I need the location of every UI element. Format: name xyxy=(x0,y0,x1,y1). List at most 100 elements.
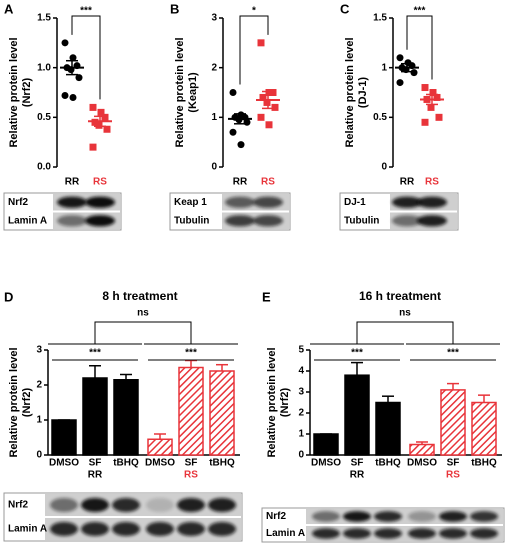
data-point xyxy=(410,69,418,77)
y-tick-label: 0 xyxy=(298,450,304,461)
comparison-bracket xyxy=(356,321,454,344)
blot-label: Keap 1 xyxy=(174,197,207,208)
panel-letter: B xyxy=(170,1,179,16)
bar xyxy=(313,433,339,456)
bar xyxy=(51,419,77,456)
blot-band xyxy=(208,498,236,512)
data-point xyxy=(237,141,245,149)
x-tick-label: SF xyxy=(351,458,364,469)
y-tick-label: 3 xyxy=(211,13,217,24)
y-axis-label: (Nrf2) xyxy=(21,78,33,108)
bar xyxy=(178,366,204,456)
significance-bracket xyxy=(239,15,269,85)
y-tick-label: 0.0 xyxy=(37,162,51,173)
blot-label: Lamin A xyxy=(8,524,47,535)
y-tick-label: 1.5 xyxy=(373,13,387,24)
y-tick-label: 1 xyxy=(211,112,217,123)
data-point xyxy=(263,98,271,106)
x-tick-label: RR xyxy=(233,177,248,188)
data-point xyxy=(243,118,251,126)
significance-label: *** xyxy=(447,348,459,359)
y-tick-label: 2 xyxy=(36,380,42,391)
comparison-label: ns xyxy=(399,308,411,319)
blot-band xyxy=(343,511,371,522)
chart-title: 8 h treatment xyxy=(102,289,177,303)
y-tick-label: 0.5 xyxy=(37,112,51,123)
blot-band xyxy=(177,498,205,512)
blot-band xyxy=(408,511,436,522)
blot-band xyxy=(85,196,115,208)
y-tick-label: 3 xyxy=(36,345,42,356)
blot-label: DJ-1 xyxy=(344,197,366,208)
data-point xyxy=(101,113,109,121)
blot-label: Tubulin xyxy=(344,215,379,226)
blot-label: Nrf2 xyxy=(8,197,28,208)
blot-band xyxy=(146,498,174,512)
blot-band xyxy=(439,511,467,522)
panel: A Relative protein level (Nrf2) 0.0 0.5 1.0 1.… xyxy=(3,1,122,231)
panel-letter: A xyxy=(4,1,14,16)
panel: C Relative protein level (DJ-1) 0 0.5 1 1.5 RR R… xyxy=(339,1,459,231)
blot-label: Tubulin xyxy=(174,215,209,226)
data-point xyxy=(421,118,429,126)
data-point xyxy=(229,89,237,96)
y-axis-label: Relative protein level xyxy=(8,37,20,147)
group-label: RR xyxy=(88,470,103,481)
group-label: RS xyxy=(184,470,198,481)
panel: E 16 h treatment Relative protein level (Nr… xyxy=(261,289,505,543)
x-tick-label: tBHQ xyxy=(209,458,235,469)
blot-band xyxy=(312,528,340,539)
y-axis-label: Relative protein level xyxy=(8,347,20,457)
x-tick-label: SF xyxy=(89,458,102,469)
y-axis-label: (Keap1) xyxy=(187,72,199,113)
bar xyxy=(471,401,497,456)
x-tick-label: tBHQ xyxy=(471,458,497,469)
blot-band xyxy=(417,215,447,227)
x-tick-label: DMSO xyxy=(145,458,175,469)
data-point xyxy=(433,93,441,101)
blot-band xyxy=(177,522,205,536)
blot-band xyxy=(408,528,436,539)
blot-band xyxy=(470,511,498,522)
y-tick-label: 1 xyxy=(36,415,42,426)
data-point xyxy=(271,103,279,111)
data-point xyxy=(427,103,435,111)
data-point xyxy=(61,39,69,47)
blot-label: Nrf2 xyxy=(266,511,286,522)
blot-band xyxy=(470,528,498,539)
blot-band xyxy=(81,522,109,536)
panel: B Relative protein level (Keap1) 0 1 2 3 RR RS * K… xyxy=(169,1,291,231)
blot-label: Lamin A xyxy=(8,215,47,226)
blot-band xyxy=(112,498,140,512)
significance-label: *** xyxy=(185,348,197,359)
chart-title: 16 h treatment xyxy=(359,289,441,303)
blot-band xyxy=(374,511,402,522)
bar xyxy=(209,370,235,456)
panel-letter: C xyxy=(340,1,350,16)
data-point xyxy=(396,54,404,62)
y-axis-label: (DJ-1) xyxy=(357,77,369,109)
y-axis-label: Relative protein level xyxy=(344,37,356,147)
comparison-label: ns xyxy=(137,308,149,319)
blot-band xyxy=(392,215,422,227)
blot-band xyxy=(225,215,255,227)
x-tick-label: tBHQ xyxy=(113,458,139,469)
panel-letter: E xyxy=(262,289,271,304)
y-tick-label: 4 xyxy=(298,366,304,377)
blot-band xyxy=(57,196,87,208)
blot-band xyxy=(253,215,283,227)
bar xyxy=(440,389,466,456)
group-label: RS xyxy=(446,470,460,481)
y-tick-label: 1.0 xyxy=(37,62,51,73)
y-tick-label: 0 xyxy=(381,162,387,173)
bar xyxy=(113,379,139,456)
significance-label: *** xyxy=(89,348,101,359)
data-point xyxy=(75,74,83,82)
y-tick-label: 2 xyxy=(298,408,304,419)
y-tick-label: 1 xyxy=(298,429,304,440)
blot-band xyxy=(392,196,422,208)
data-point xyxy=(89,143,97,151)
blot-band xyxy=(374,528,402,539)
blot-band xyxy=(85,215,115,227)
